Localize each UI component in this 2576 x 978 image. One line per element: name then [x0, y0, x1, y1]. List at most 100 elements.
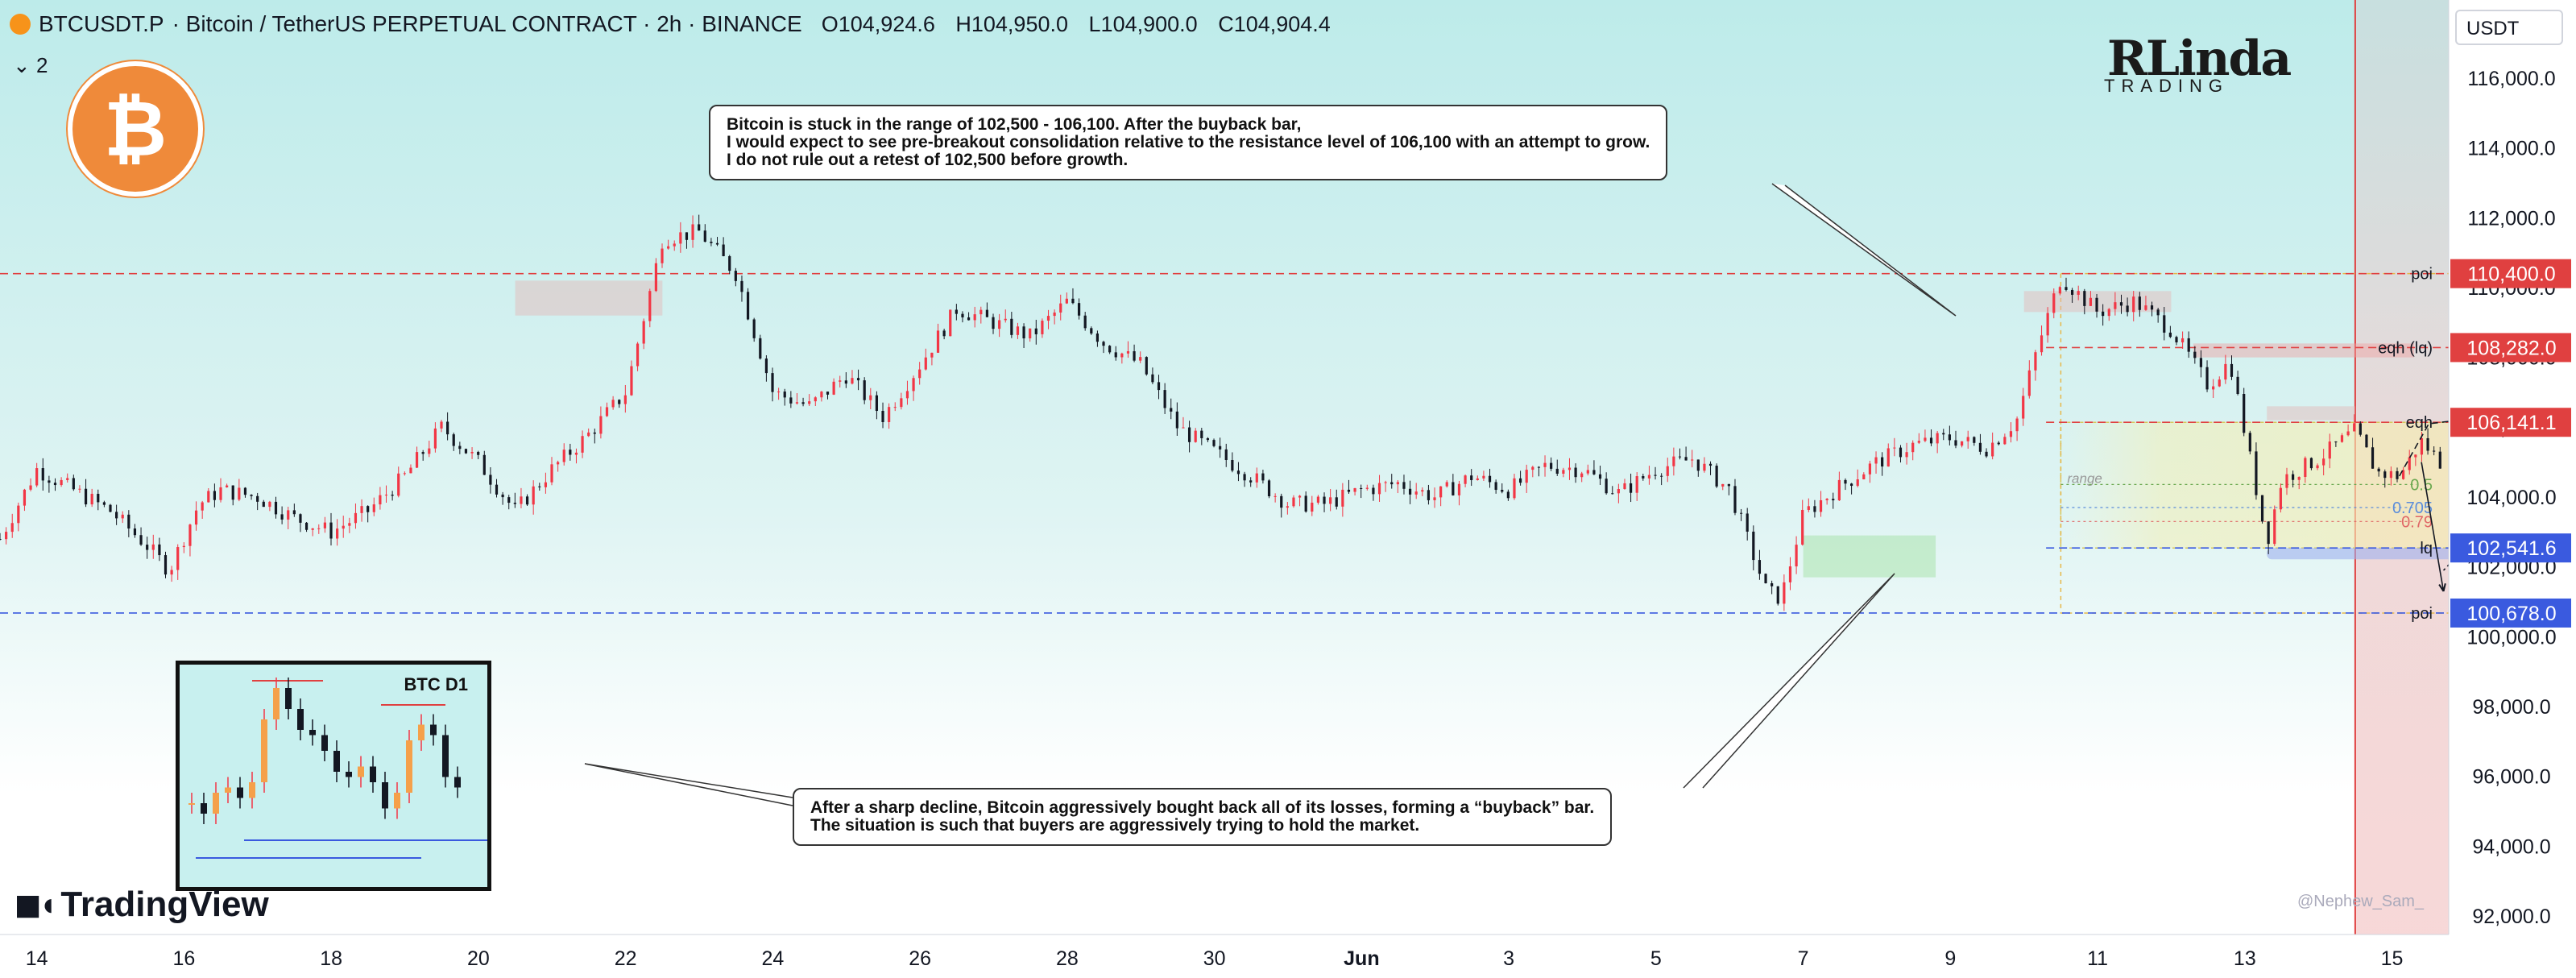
candle-body [1402, 482, 1406, 489]
candle-body [66, 478, 69, 480]
candle-body [2248, 433, 2251, 452]
candle-body [2119, 302, 2123, 306]
candle-body [1537, 466, 1541, 468]
candle-body [679, 232, 682, 244]
candle-body [2260, 495, 2264, 522]
candle-body [1776, 586, 1779, 604]
candle-body [1978, 442, 1982, 452]
candle-body [2309, 458, 2313, 469]
candle-body [1666, 466, 1669, 476]
candle-body [869, 395, 872, 400]
candle-body [593, 432, 596, 434]
level-label: poi [2411, 266, 2433, 284]
candle-body [158, 544, 161, 556]
candle-body [2083, 291, 2086, 306]
candle-body [942, 330, 946, 337]
candle-body [801, 402, 805, 404]
candle-body [2377, 468, 2380, 472]
candle-body [84, 488, 88, 505]
candle-body [1623, 483, 1626, 490]
candle-body [1004, 318, 1007, 321]
inset-candle-body [382, 782, 388, 809]
candle-body [287, 510, 290, 520]
candle-body [1893, 447, 1896, 449]
candle-body [752, 319, 756, 338]
candle-body [482, 454, 486, 475]
time-tick: 7 [1798, 947, 1809, 970]
candle-body [728, 255, 731, 271]
candle-body [1102, 342, 1105, 346]
candle-body [1187, 427, 1191, 442]
candle-body [1408, 488, 1412, 495]
candle-body [10, 523, 14, 533]
candle-body [2365, 434, 2368, 448]
inset-candle-body [237, 787, 243, 798]
time-axis [0, 934, 2576, 978]
candle-body [1518, 478, 1522, 483]
bitcoin-icon [10, 14, 31, 35]
candle-body [1170, 408, 1173, 412]
candle-body [2168, 332, 2172, 338]
candle-body [611, 400, 615, 408]
candle-body [740, 280, 743, 292]
candle-body [60, 479, 63, 486]
candle-body [1212, 440, 1216, 446]
candle-body [1770, 583, 1774, 586]
candle-body [673, 243, 676, 247]
candle-body [2181, 338, 2185, 342]
candle-body [1236, 470, 1240, 474]
candle-body [1881, 457, 1884, 467]
candle-body [226, 485, 229, 487]
inset-candle-body [454, 777, 461, 788]
inset-candle-body [188, 803, 195, 805]
candle-body [1255, 473, 1258, 483]
range-label: range [2067, 471, 2102, 487]
candle-body [955, 309, 958, 314]
symbol-name[interactable]: BTCUSDT.P [39, 11, 164, 36]
candle-body [1372, 487, 1375, 495]
candle-body [415, 452, 419, 468]
candle-body [170, 570, 173, 575]
inset-candle-body [249, 782, 255, 798]
candle-body [685, 232, 689, 240]
tradingview-logo[interactable]: ◼◖ TradingView [14, 885, 269, 925]
candle-body [495, 484, 499, 495]
candle-body [2316, 465, 2319, 469]
time-tick: 28 [1056, 947, 1079, 970]
price-tick: 98,000.0 [2472, 696, 2550, 719]
supply-block [515, 280, 663, 316]
candle-body [1353, 487, 1356, 492]
candle-body [2224, 363, 2227, 380]
symbol-header[interactable]: BTCUSDT.P · Bitcoin / TetherUS PERPETUAL… [10, 11, 1345, 37]
candle-body [5, 532, 8, 540]
candle-body [1911, 442, 1915, 453]
candle-body [930, 352, 934, 358]
time-tick: 30 [1203, 947, 1226, 970]
candle-body [1642, 476, 1645, 479]
candle-body [2243, 393, 2246, 433]
candle-body [433, 428, 437, 449]
candle-body [1936, 433, 1939, 444]
candle-body [1543, 462, 1547, 467]
time-tick: 13 [2234, 947, 2256, 970]
time-tick: 18 [320, 947, 342, 970]
candle-body [1071, 298, 1075, 304]
indicators-toggle[interactable]: ⌄ 2 [13, 53, 48, 77]
currency-selector[interactable]: USDT [2455, 10, 2563, 45]
candle-body [936, 330, 940, 353]
candle-body [1108, 346, 1112, 353]
candle-body [470, 451, 474, 454]
candle-body [1145, 357, 1148, 375]
candle-body [783, 392, 786, 398]
candle-body [219, 487, 222, 500]
price-tag [2450, 259, 2571, 288]
candle-body [912, 378, 915, 392]
candle-body [525, 496, 529, 505]
close-label: C [1218, 11, 1234, 36]
candle-body [1568, 467, 1572, 470]
candle-body [574, 452, 578, 455]
candle-body [1684, 457, 1688, 461]
candle-body [973, 314, 976, 321]
candle-body [1120, 353, 1124, 358]
time-tick: 3 [1503, 947, 1514, 970]
